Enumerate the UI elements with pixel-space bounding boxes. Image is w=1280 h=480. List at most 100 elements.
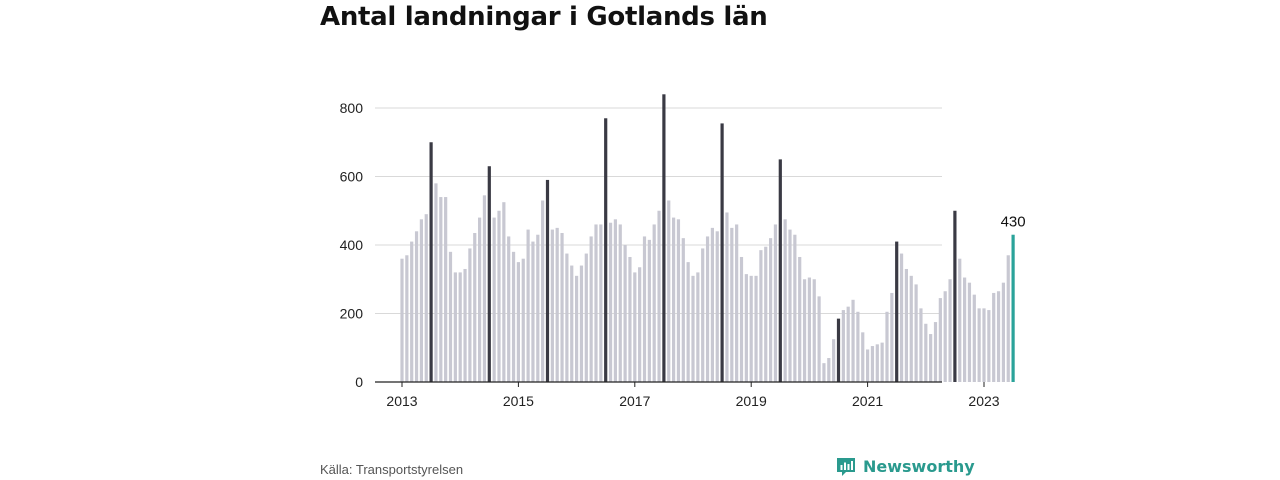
month-bar [788, 230, 791, 382]
month-bar [769, 238, 772, 382]
month-bar [987, 310, 990, 382]
month-bar [919, 308, 922, 382]
month-bar [444, 197, 447, 382]
month-bar [944, 291, 947, 382]
month-bar [643, 236, 646, 382]
month-bar [527, 230, 530, 382]
latest-value-label: 430 [1001, 214, 1026, 231]
month-bar [628, 257, 631, 382]
y-tick-label: 800 [340, 100, 364, 116]
month-bar [594, 224, 597, 382]
month-bar [493, 218, 496, 382]
month-bar [798, 257, 801, 382]
july-bar [546, 180, 549, 382]
y-tick-label: 200 [340, 306, 364, 322]
month-bar [517, 262, 520, 382]
month-bar [599, 224, 602, 382]
month-bar [861, 332, 864, 382]
month-bar [425, 214, 428, 382]
month-bar [958, 259, 961, 382]
month-bar [871, 346, 874, 382]
month-bar [963, 278, 966, 382]
month-bar [507, 236, 510, 382]
july-bar [779, 159, 782, 382]
x-tick-label: 2013 [386, 393, 417, 409]
month-bar [740, 257, 743, 382]
month-bar [1002, 283, 1005, 382]
month-bar [410, 242, 413, 382]
month-bar [570, 266, 573, 382]
month-bar [536, 235, 539, 382]
month-bar [730, 228, 733, 382]
x-tick-label: 2015 [503, 393, 534, 409]
month-bar [463, 269, 466, 382]
month-bar [565, 254, 568, 382]
y-tick-label: 600 [340, 169, 364, 185]
month-bar [687, 262, 690, 382]
newsworthy-logo-icon [835, 455, 857, 477]
month-bar [982, 308, 985, 382]
y-tick-label: 400 [340, 237, 364, 253]
month-bar [560, 233, 563, 382]
x-tick-label: 2023 [968, 393, 999, 409]
month-bar [764, 247, 767, 382]
month-bar [900, 254, 903, 382]
y-tick-label: 0 [355, 374, 363, 390]
month-bar [929, 334, 932, 382]
month-bar [677, 219, 680, 382]
month-bar [619, 224, 622, 382]
month-bar [648, 240, 651, 382]
month-bar [454, 272, 457, 382]
july-bar [662, 94, 665, 382]
month-bar [400, 259, 403, 382]
month-bar [696, 272, 699, 382]
month-bar [657, 211, 660, 382]
month-bar [992, 293, 995, 382]
month-bar [473, 233, 476, 382]
x-tick-label: 2017 [619, 393, 650, 409]
month-bar [556, 228, 559, 382]
month-bar [750, 276, 753, 382]
month-bar [512, 252, 515, 382]
month-bar [754, 276, 757, 382]
month-bar [827, 358, 830, 382]
month-bar [497, 211, 500, 382]
month-bar [866, 349, 869, 382]
month-bar [997, 291, 1000, 382]
month-bar [745, 274, 748, 382]
month-bar [706, 236, 709, 382]
month-bar [813, 279, 816, 382]
month-bar [759, 250, 762, 382]
month-bar [420, 219, 423, 382]
month-bar [691, 276, 694, 382]
month-bar [483, 195, 486, 382]
source-note: Källa: Transportstyrelsen [320, 462, 463, 477]
month-bar [793, 235, 796, 382]
month-bar [803, 279, 806, 382]
month-bar [522, 259, 525, 382]
month-bar [1007, 255, 1010, 382]
month-bar [638, 267, 641, 382]
month-bar [735, 224, 738, 382]
july-bar [488, 166, 491, 382]
month-bar [531, 242, 534, 382]
july-bar [721, 123, 724, 382]
latest-bar [1012, 235, 1015, 382]
month-bar [478, 218, 481, 382]
month-bar [832, 339, 835, 382]
month-bar [682, 238, 685, 382]
month-bar [905, 269, 908, 382]
month-bar [624, 245, 627, 382]
month-bar [575, 276, 578, 382]
month-bar [939, 298, 942, 382]
july-bar [430, 142, 433, 382]
month-bar [585, 254, 588, 382]
brand-logo[interactable]: Newsworthy [835, 455, 975, 477]
month-bar [934, 322, 937, 382]
july-bar [604, 118, 607, 382]
bar-chart: 0200400600800430201320152017201920212023 [0, 0, 1280, 450]
month-bar [701, 248, 704, 382]
month-bar [716, 231, 719, 382]
month-bar [885, 312, 888, 382]
month-bar [551, 230, 554, 382]
